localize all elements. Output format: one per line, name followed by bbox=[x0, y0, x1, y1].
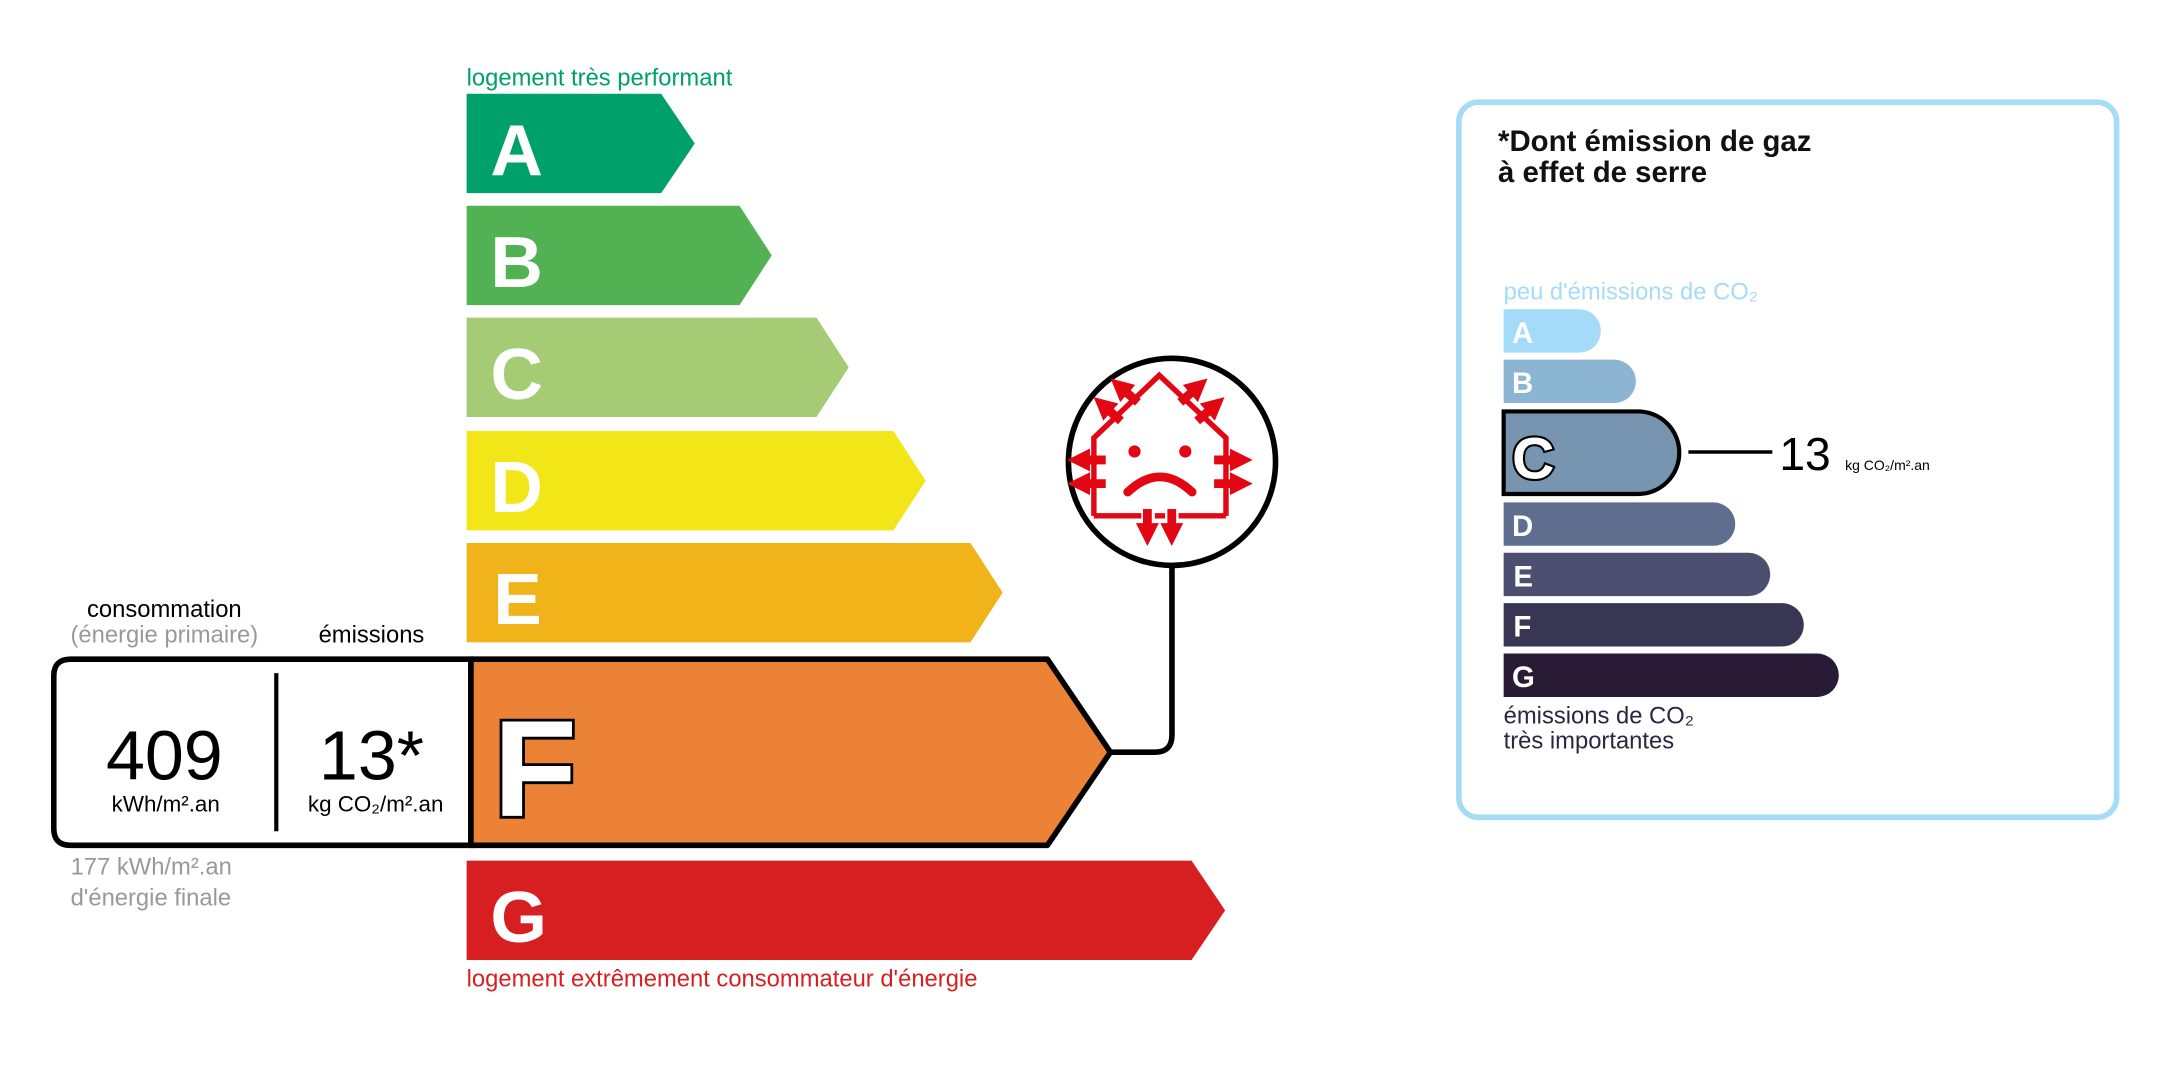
energy-bar-e: E bbox=[466, 542, 1003, 643]
energy-letter-c: C bbox=[490, 334, 543, 415]
consumption-label: consommation bbox=[87, 596, 242, 623]
ges-letter-g: G bbox=[1512, 661, 1535, 694]
ges-bar-b: B bbox=[1503, 359, 1636, 404]
ges-current-class-c: C bbox=[1501, 409, 1682, 497]
emissions-label: émissions bbox=[319, 621, 425, 648]
final-energy-value: 177 kWh/m².an bbox=[71, 854, 232, 881]
energy-top-label: logement très performant bbox=[467, 64, 733, 91]
energy-bar-b: B bbox=[466, 205, 772, 306]
emissions-value: 13* bbox=[319, 717, 424, 795]
energy-letter-a: A bbox=[490, 110, 543, 191]
connector-line bbox=[1110, 565, 1175, 756]
ges-bottom-label-line2: très importantes bbox=[1504, 728, 1675, 755]
ges-letter-c: C bbox=[1512, 427, 1554, 492]
energy-letter-g: G bbox=[490, 877, 547, 958]
consumption-unit: kWh/m².an bbox=[112, 792, 220, 817]
energy-letter-f: F bbox=[493, 693, 577, 846]
energy-bar-g: G bbox=[466, 860, 1226, 961]
ges-bar-d: D bbox=[1503, 502, 1736, 546]
emissions-unit: kg CO₂/m².an bbox=[308, 792, 444, 817]
energy-letter-b: B bbox=[490, 222, 543, 303]
energy-bar-d: D bbox=[466, 431, 926, 531]
ges-title-line1: *Dont émission de gaz bbox=[1498, 125, 1811, 158]
ges-letter-d: D bbox=[1512, 510, 1533, 543]
consumption-value: 409 bbox=[106, 717, 223, 795]
sad-house-heat-loss-icon bbox=[1067, 371, 1253, 546]
energy-letter-e: E bbox=[493, 559, 542, 640]
ges-bar-f: F bbox=[1503, 603, 1804, 647]
ges-value: 13 bbox=[1779, 428, 1830, 480]
ges-unit: kg CO₂/m².an bbox=[1845, 457, 1930, 473]
ges-top-label: peu d'émissions de CO₂ bbox=[1504, 278, 1758, 305]
energy-bottom-label: logement extrêmement consommateur d'éner… bbox=[467, 966, 978, 993]
ges-title-line2: à effet de serre bbox=[1498, 156, 1707, 189]
ges-letter-b: B bbox=[1512, 367, 1533, 400]
final-energy-label: d'énergie finale bbox=[71, 884, 232, 911]
energy-current-class-f: F bbox=[50, 656, 1114, 849]
ges-letter-e: E bbox=[1513, 560, 1533, 593]
energy-bar-c: C bbox=[466, 317, 849, 418]
energy-letter-d: D bbox=[490, 447, 543, 528]
ges-letter-a: A bbox=[1512, 317, 1533, 350]
ges-bottom-label-line1: émissions de CO₂ bbox=[1504, 703, 1694, 730]
ges-bar-a: A bbox=[1503, 309, 1601, 353]
ges-letter-f: F bbox=[1513, 611, 1531, 644]
ges-bar-e: E bbox=[1503, 552, 1771, 597]
consumption-sublabel: (énergie primaire) bbox=[70, 621, 258, 648]
ges-bar-g: G bbox=[1503, 653, 1839, 697]
energy-bar-a: A bbox=[466, 93, 695, 194]
